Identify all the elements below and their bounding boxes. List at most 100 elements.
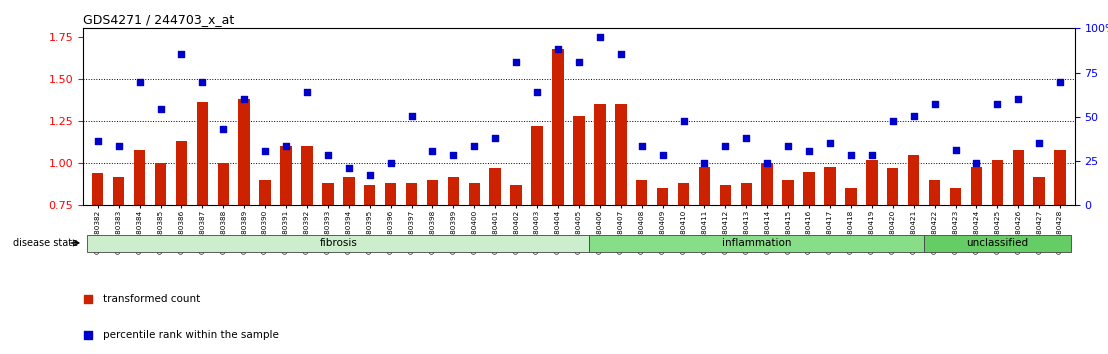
Point: [612, 51, 629, 56]
Point: [925, 101, 943, 107]
Bar: [322, 183, 334, 332]
Bar: [155, 163, 166, 332]
Bar: [134, 150, 145, 332]
Point: [382, 160, 400, 166]
Point: [988, 101, 1006, 107]
Bar: [782, 180, 794, 332]
Bar: [950, 188, 962, 332]
Bar: [427, 180, 439, 332]
Point: [821, 140, 839, 146]
Point: [152, 107, 170, 112]
Bar: [1013, 150, 1024, 332]
Bar: [824, 166, 835, 332]
Point: [319, 152, 337, 158]
Point: [717, 143, 735, 149]
Bar: [888, 168, 899, 332]
Bar: [532, 126, 543, 332]
Bar: [924, 235, 1070, 252]
Bar: [88, 235, 589, 252]
Text: unclassified: unclassified: [966, 238, 1028, 248]
Bar: [657, 188, 668, 332]
Point: [235, 96, 253, 102]
Point: [529, 90, 546, 95]
Point: [173, 51, 191, 56]
Bar: [280, 146, 291, 332]
Point: [550, 46, 567, 51]
Point: [340, 165, 358, 171]
Point: [696, 160, 714, 166]
Point: [863, 152, 881, 158]
Point: [633, 143, 650, 149]
Point: [842, 152, 860, 158]
Bar: [490, 168, 501, 332]
Bar: [866, 160, 878, 332]
Bar: [699, 166, 710, 332]
Bar: [469, 183, 480, 332]
Bar: [1034, 177, 1045, 332]
Point: [423, 149, 441, 154]
Point: [967, 160, 985, 166]
Bar: [176, 141, 187, 332]
Bar: [992, 160, 1003, 332]
Bar: [761, 163, 773, 332]
Bar: [803, 172, 814, 332]
Point: [215, 127, 233, 132]
Text: disease state: disease state: [13, 238, 79, 248]
Bar: [552, 48, 564, 332]
Point: [486, 135, 504, 141]
Point: [1009, 96, 1027, 102]
Bar: [907, 155, 920, 332]
Bar: [615, 104, 626, 332]
Bar: [594, 104, 606, 332]
Bar: [92, 173, 103, 332]
Point: [131, 79, 148, 85]
Bar: [929, 180, 941, 332]
Bar: [845, 188, 856, 332]
Bar: [384, 183, 397, 332]
Point: [570, 59, 587, 65]
Bar: [113, 177, 124, 332]
Bar: [259, 180, 270, 332]
Bar: [971, 166, 982, 332]
Point: [615, 135, 633, 141]
Bar: [343, 177, 355, 332]
Point: [1030, 140, 1048, 146]
Bar: [719, 185, 731, 332]
Point: [654, 152, 671, 158]
Bar: [196, 103, 208, 332]
Point: [361, 172, 379, 178]
Bar: [363, 185, 376, 332]
Bar: [678, 183, 689, 332]
Text: percentile rank within the sample: percentile rank within the sample: [103, 330, 279, 339]
Point: [800, 149, 818, 154]
Bar: [406, 183, 418, 332]
Bar: [217, 163, 229, 332]
Point: [946, 147, 964, 153]
Text: inflammation: inflammation: [722, 238, 791, 248]
Bar: [589, 235, 924, 252]
Bar: [1055, 150, 1066, 332]
Point: [465, 143, 483, 149]
Bar: [573, 116, 585, 332]
Point: [758, 160, 776, 166]
Point: [905, 113, 923, 119]
Point: [738, 135, 756, 141]
Text: GDS4271 / 244703_x_at: GDS4271 / 244703_x_at: [83, 13, 235, 26]
Point: [884, 118, 902, 124]
Bar: [740, 183, 752, 332]
Bar: [636, 180, 647, 332]
Bar: [301, 146, 312, 332]
Point: [256, 149, 274, 154]
Point: [402, 113, 420, 119]
Text: transformed count: transformed count: [103, 295, 201, 304]
Point: [110, 143, 127, 149]
Bar: [238, 99, 250, 332]
Point: [89, 138, 106, 144]
Point: [277, 143, 295, 149]
Point: [194, 79, 212, 85]
Point: [507, 59, 525, 65]
Bar: [448, 177, 459, 332]
Point: [444, 152, 462, 158]
Point: [591, 34, 608, 40]
Text: fibrosis: fibrosis: [319, 238, 357, 248]
